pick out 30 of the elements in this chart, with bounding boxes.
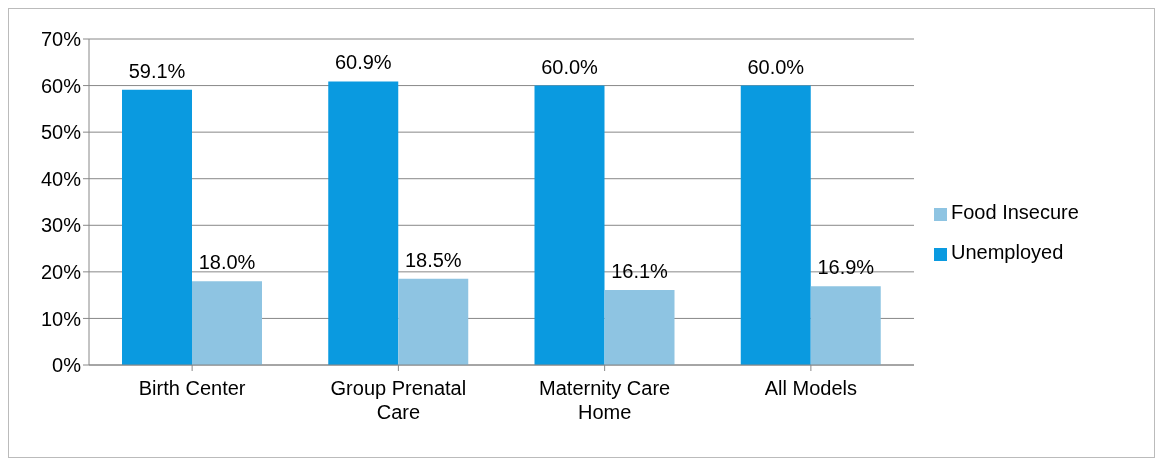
bar <box>328 81 399 365</box>
y-tick-label: 40% <box>40 167 82 190</box>
y-tick-label: 10% <box>40 307 82 330</box>
bar <box>604 290 675 365</box>
bar <box>122 89 192 365</box>
x-tick-label: All Models <box>764 377 858 399</box>
x-tick-label: Maternity Care Home <box>539 377 671 423</box>
bar <box>534 85 605 365</box>
y-tick-label: 60% <box>40 74 82 97</box>
y-tick-label: 70% <box>40 28 82 51</box>
bar <box>740 85 811 365</box>
data-label: 60.9% <box>334 51 392 74</box>
y-tick-label: 0% <box>52 354 82 377</box>
bar <box>398 278 469 365</box>
y-tick-label: 30% <box>40 214 82 237</box>
data-label: 16.9% <box>817 256 875 279</box>
data-label: 60.0% <box>541 55 599 78</box>
data-label: 18.5% <box>404 248 462 271</box>
x-tick-label: Group Prenatal Care <box>330 377 467 423</box>
legend-label: Unemployed <box>951 241 1064 263</box>
data-label: 16.1% <box>611 260 669 283</box>
data-label: 60.0% <box>747 55 805 78</box>
bar <box>810 286 881 365</box>
y-tick-label: 50% <box>40 121 82 144</box>
data-label: 59.1% <box>128 59 186 82</box>
data-label: 18.0% <box>198 251 256 274</box>
y-tick-label: 20% <box>40 260 82 283</box>
bar <box>192 281 262 365</box>
legend-label: Food Insecure <box>951 201 1079 223</box>
x-tick-label: Birth Center <box>138 377 246 399</box>
